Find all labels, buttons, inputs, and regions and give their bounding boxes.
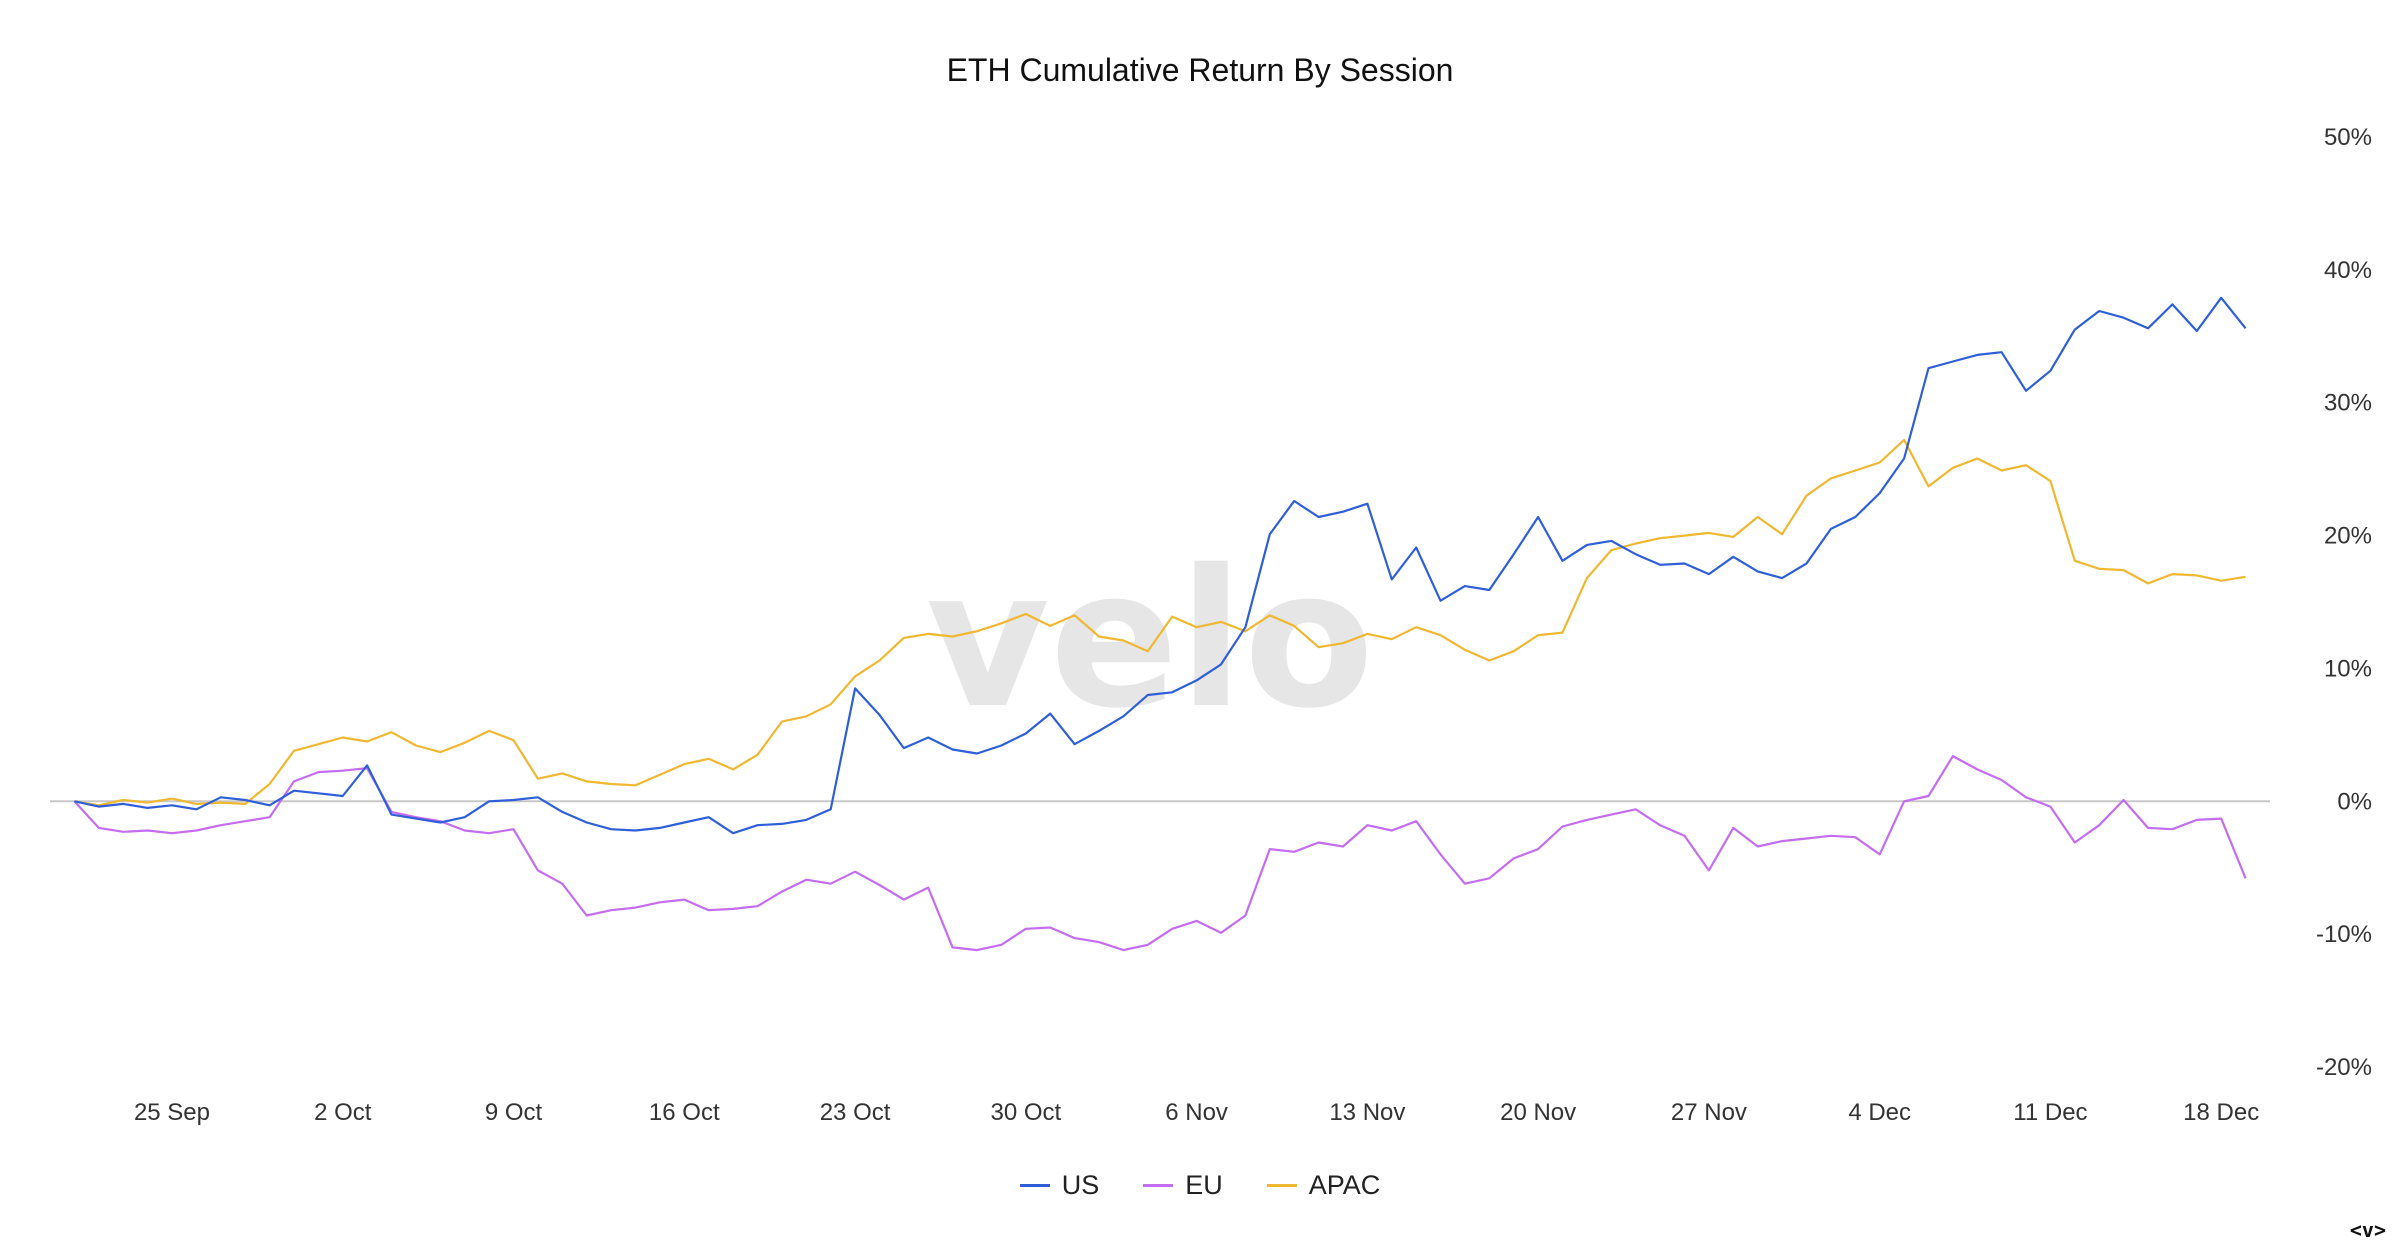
legend-label: EU (1185, 1170, 1223, 1200)
y-tick-label: 20% (2324, 523, 2372, 550)
series-line-us (74, 296, 2247, 835)
y-axis-ticks: 50% 40% 30% 20% 10% 0% -10% -20% (2316, 124, 2372, 1081)
series-layer (73, 296, 2247, 952)
y-tick-label: 50% (2324, 124, 2372, 151)
series-line-apac (74, 438, 2246, 807)
y-tick-label: 10% (2324, 655, 2372, 682)
legend-swatch (1019, 1184, 1050, 1187)
y-tick-label: 0% (2337, 788, 2372, 815)
x-tick-label: 11 Dec (2013, 1099, 2087, 1126)
legend-label: US (1061, 1170, 1100, 1200)
x-tick-label: 25 Sep (134, 1099, 210, 1126)
x-tick-label: 16 Oct (649, 1099, 720, 1126)
y-tick-label: -10% (2316, 921, 2372, 948)
series-line-eu (73, 755, 2247, 952)
x-tick-label: 30 Oct (990, 1099, 1061, 1126)
x-tick-label: 4 Dec (1848, 1099, 1911, 1126)
x-tick-label: 20 Nov (1500, 1099, 1576, 1126)
x-axis-ticks: 25 Sep 2 Oct 9 Oct 16 Oct 23 Oct 30 Oct 6 Nov 1… (134, 1099, 2259, 1126)
x-tick-label: 18 Dec (2183, 1099, 2259, 1126)
y-tick-label: -20% (2316, 1054, 2372, 1081)
y-tick-label: 40% (2324, 257, 2372, 284)
x-tick-label: 6 Nov (1165, 1099, 1228, 1126)
x-tick-label: 9 Oct (485, 1099, 543, 1126)
x-tick-label: 13 Nov (1329, 1099, 1405, 1126)
y-tick-label: 30% (2324, 390, 2372, 417)
x-tick-label: 27 Nov (1671, 1099, 1747, 1126)
chart-title: ETH Cumulative Return By Session (946, 52, 1454, 88)
legend-label: APAC (1308, 1170, 1381, 1200)
watermark-text: velo (926, 529, 1374, 750)
x-tick-label: 2 Oct (314, 1099, 372, 1126)
x-tick-label: 23 Oct (820, 1099, 891, 1126)
legend-swatch (1266, 1184, 1297, 1187)
legend: US EU APAC (0, 1170, 2400, 1201)
legend-item-apac[interactable]: APAC (1266, 1170, 1381, 1201)
corner-glyph: <v> (2349, 1218, 2386, 1242)
legend-item-eu[interactable]: EU (1143, 1170, 1223, 1201)
legend-swatch (1143, 1184, 1174, 1187)
legend-item-us[interactable]: US (1019, 1170, 1100, 1201)
watermark: velo (926, 529, 1374, 750)
